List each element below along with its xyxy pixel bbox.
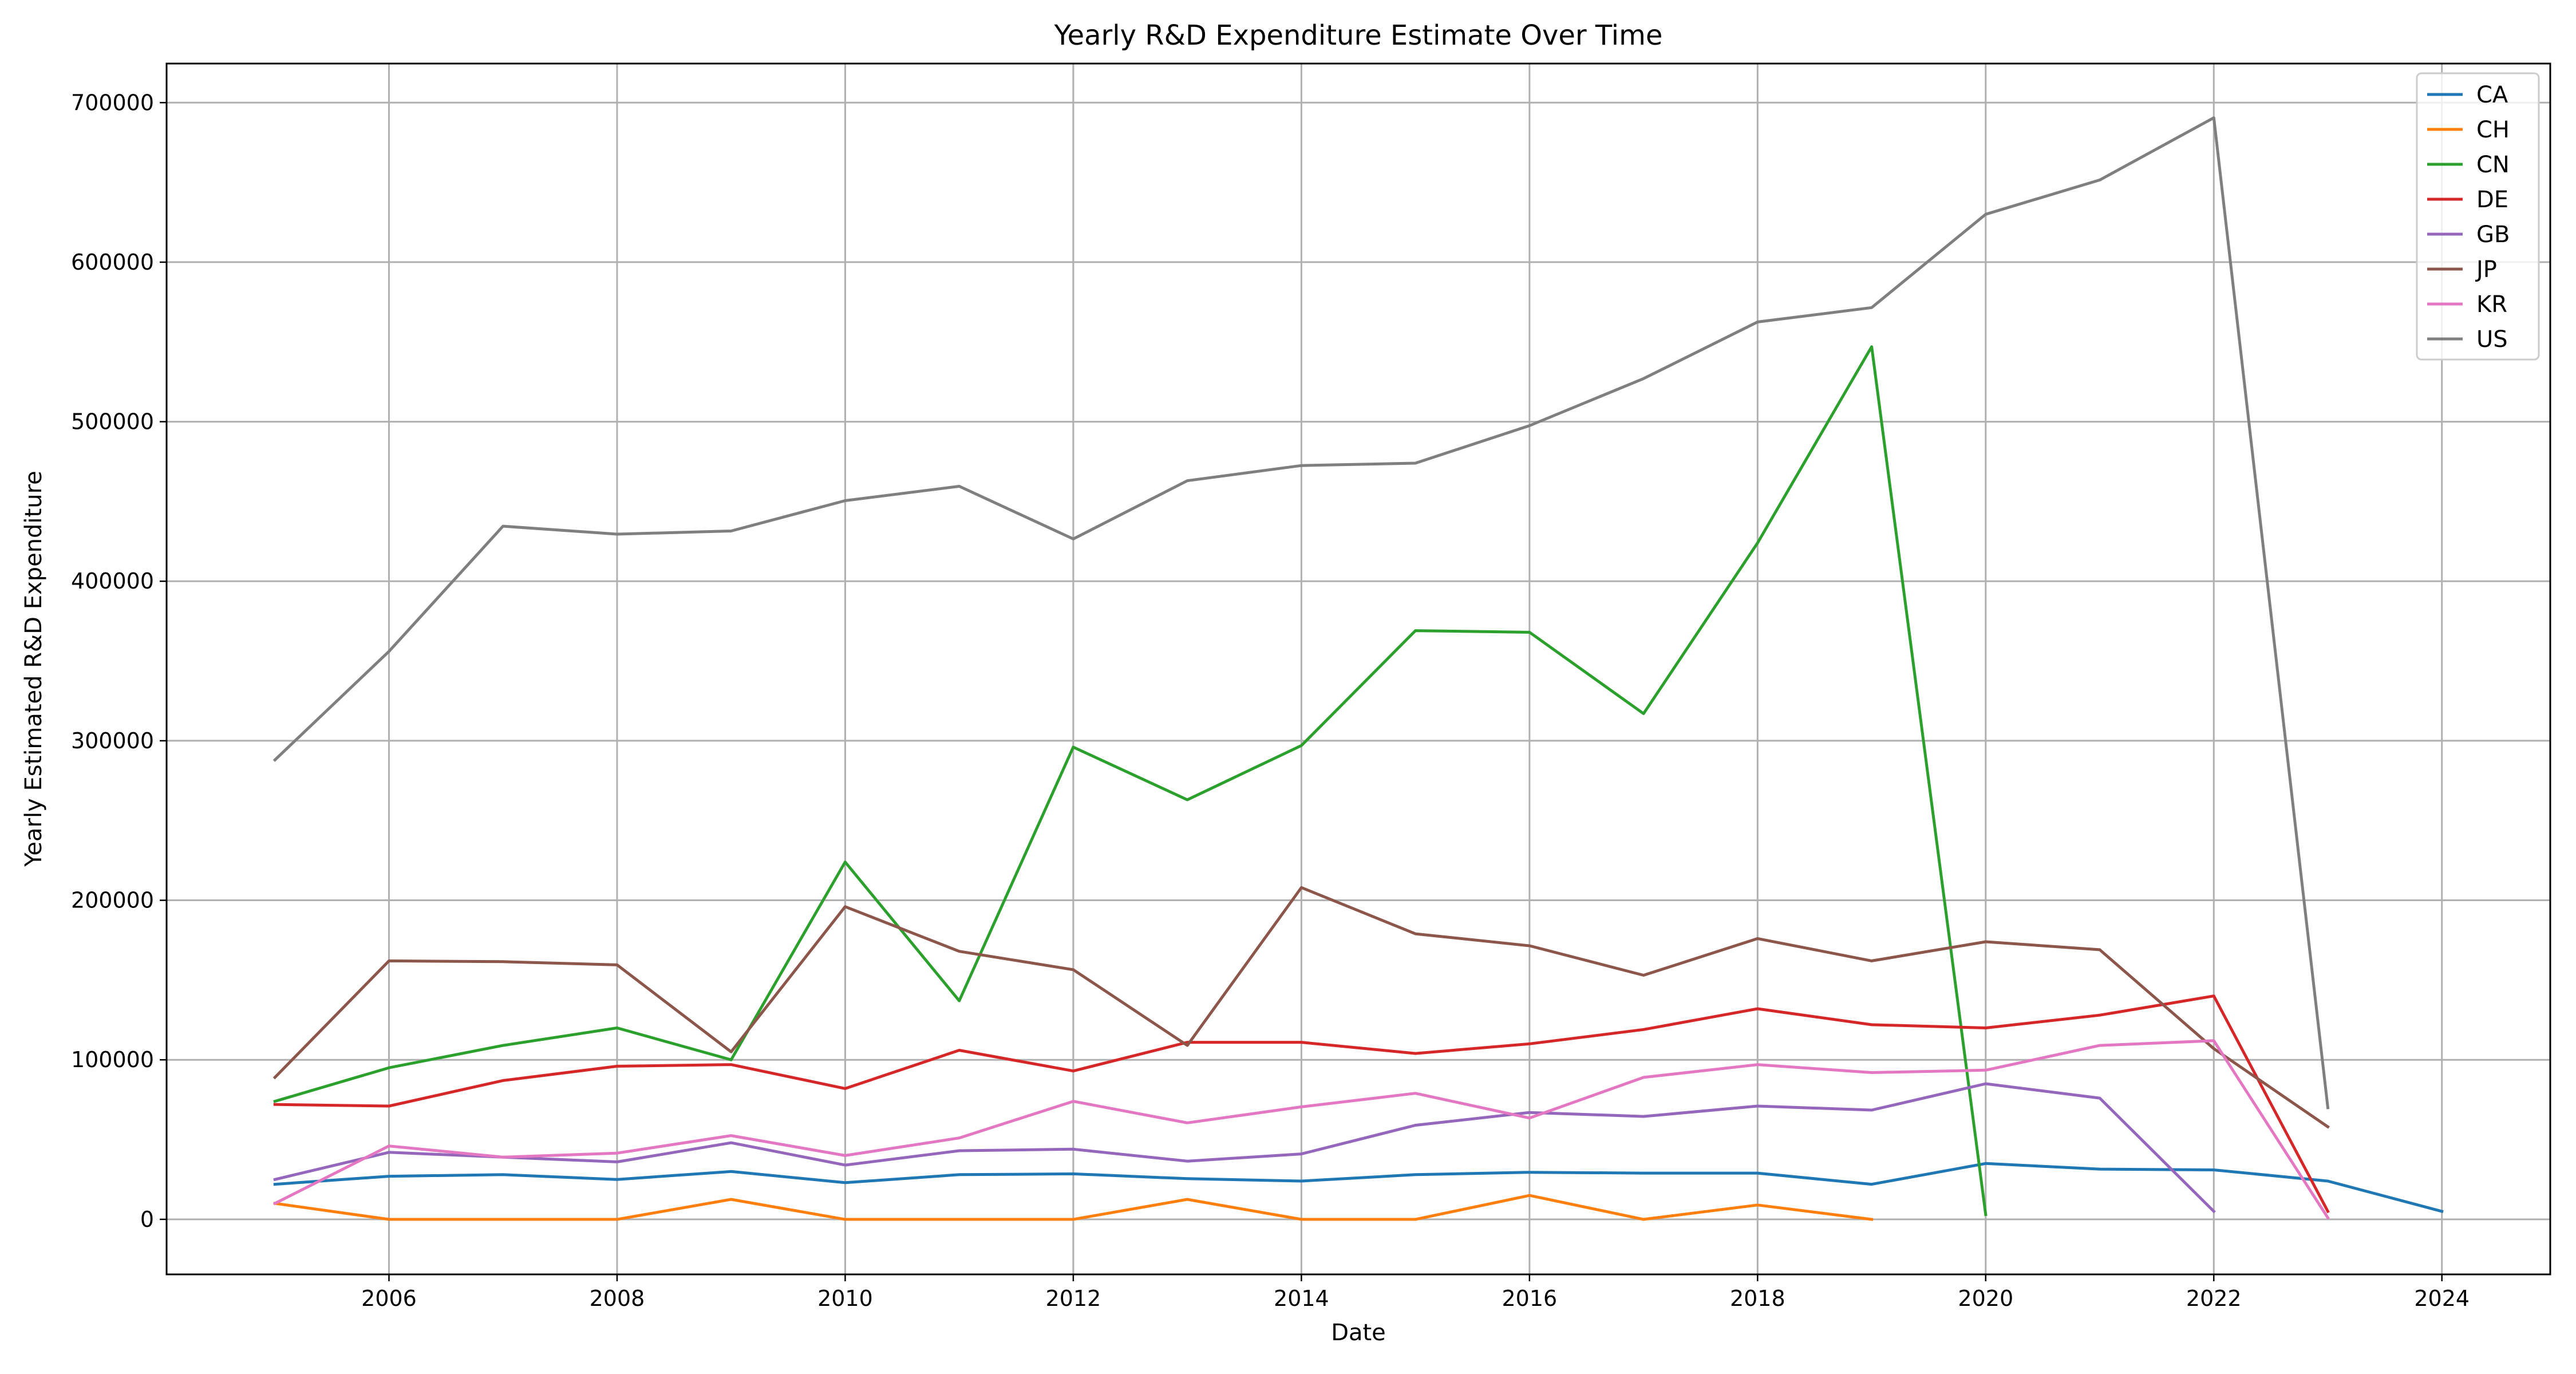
series-line-ch bbox=[273, 1194, 1874, 1221]
y-axis-ticks: 0 100000 200000 300000 400000 500000 600000 700… bbox=[71, 90, 167, 1232]
chart-title: Yearly R&D Expenditure Estimate Over Tim… bbox=[1054, 19, 1663, 52]
series-line-us bbox=[272, 116, 2330, 1110]
legend-label-ca: CA bbox=[2476, 82, 2508, 108]
series-lines bbox=[272, 116, 2444, 1221]
legend-label-jp: JP bbox=[2475, 256, 2497, 283]
series-line-gb bbox=[273, 1082, 2216, 1214]
x-tick-label: 2020 bbox=[1958, 1286, 2013, 1311]
x-tick-label: 2016 bbox=[1502, 1286, 1557, 1311]
y-axis-label: Yearly Estimated R&D Expenditure bbox=[21, 471, 47, 867]
y-tick-label: 100000 bbox=[71, 1047, 154, 1072]
x-tick-label: 2014 bbox=[1274, 1286, 1329, 1311]
x-tick-label: 2008 bbox=[590, 1286, 645, 1311]
legend-label-de: DE bbox=[2476, 187, 2508, 213]
legend-label-kr: KR bbox=[2476, 291, 2507, 318]
legend: CA CH CN DE GB JP KR US bbox=[2416, 72, 2540, 361]
x-tick-label: 2018 bbox=[1730, 1286, 1785, 1311]
series-line-cn bbox=[273, 345, 1988, 1217]
y-tick-label: 700000 bbox=[71, 90, 154, 115]
y-tick-label: 500000 bbox=[71, 409, 154, 435]
x-tick-label: 2010 bbox=[817, 1286, 873, 1311]
legend-label-cn: CN bbox=[2476, 152, 2510, 178]
x-tick-label: 2012 bbox=[1046, 1286, 1101, 1311]
series-line-jp bbox=[272, 886, 2330, 1129]
legend-label-gb: GB bbox=[2476, 222, 2510, 248]
plot-frame bbox=[165, 62, 2551, 1276]
legend-label-us: US bbox=[2476, 326, 2508, 353]
y-tick-label: 200000 bbox=[71, 888, 154, 913]
y-tick-label: 0 bbox=[140, 1207, 154, 1232]
x-tick-label: 2024 bbox=[2414, 1286, 2470, 1311]
legend-box bbox=[2416, 72, 2540, 361]
y-tick-label: 300000 bbox=[71, 728, 154, 753]
y-tick-label: 600000 bbox=[71, 250, 154, 275]
x-axis-label: Date bbox=[1331, 1320, 1386, 1346]
legend-label-ch: CH bbox=[2476, 117, 2510, 143]
series-line-kr bbox=[272, 1039, 2330, 1220]
x-axis-ticks: 2006 2008 2010 2012 2014 2016 2018 2020 2022 2024 bbox=[361, 1274, 2470, 1311]
y-tick-label: 400000 bbox=[71, 568, 154, 594]
series-line-ca bbox=[273, 1162, 2444, 1213]
x-tick-label: 2022 bbox=[2186, 1286, 2242, 1311]
x-tick-label: 2006 bbox=[361, 1286, 417, 1311]
series-line-de bbox=[273, 994, 2330, 1214]
